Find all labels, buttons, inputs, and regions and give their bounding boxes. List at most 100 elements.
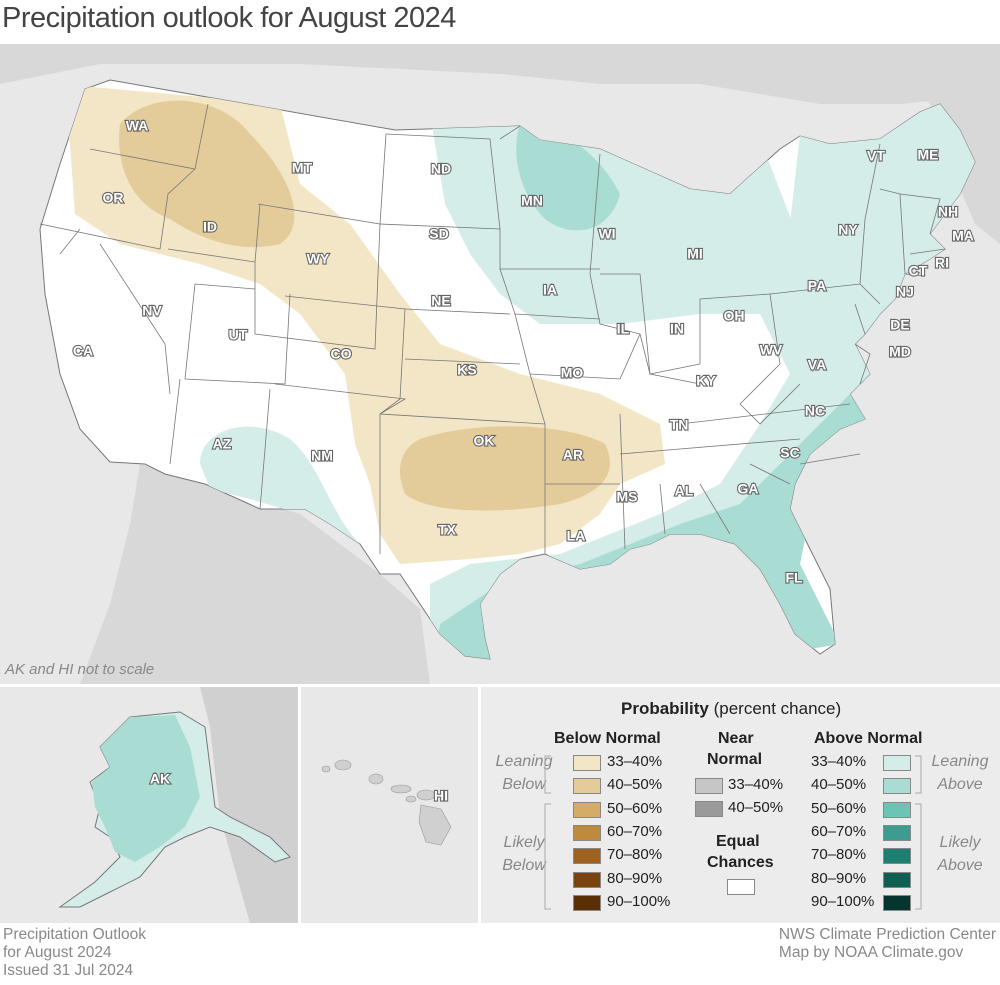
- near-swatch-1: [695, 801, 723, 818]
- likely-below-label: Likely Below: [487, 831, 561, 877]
- below-normal-northwest-zone: [119, 100, 295, 248]
- state-label-ks: KS: [457, 362, 476, 378]
- below-swatch-1: [573, 778, 601, 795]
- footer-left: Precipitation Outlook for August 2024 Is…: [3, 926, 146, 980]
- state-label-mi: MI: [687, 246, 703, 262]
- state-label-co: CO: [331, 346, 352, 362]
- hawaii-label: HI: [434, 788, 448, 804]
- above-swatch-5: [883, 871, 911, 888]
- hawaii-inset-svg: HI: [321, 759, 452, 846]
- state-label-nm: NM: [311, 448, 333, 464]
- below-label-2: 50–60%: [607, 799, 663, 817]
- leaning-below-line1: Leaning: [495, 753, 553, 770]
- above-label-6: 90–100%: [811, 892, 875, 910]
- state-label-ca: CA: [73, 343, 93, 359]
- legend-title: Probability (percent chance): [621, 699, 841, 719]
- below-label-4: 70–80%: [607, 846, 663, 864]
- conus-map-svg: WA OR CA NV ID MT WY UT CO AZ NM ND SD NE KS OK TX MN IA MO…: [0, 44, 1000, 684]
- state-label-vt: VT: [867, 148, 885, 164]
- near-normal-header: Near: [718, 730, 754, 748]
- state-label-nj: NJ: [896, 284, 914, 300]
- state-label-ri: RI: [935, 255, 949, 271]
- state-label-wy: WY: [307, 251, 330, 267]
- state-label-wa: WA: [126, 118, 149, 134]
- near-swatch-0: [695, 778, 723, 794]
- state-label-sc: SC: [780, 445, 799, 461]
- below-label-1: 40–50%: [607, 776, 663, 794]
- below-swatch-5: [573, 871, 601, 888]
- above-swatch-6: [883, 894, 911, 911]
- below-label-0: 33–40%: [607, 753, 663, 770]
- above-swatch-0: [883, 755, 911, 771]
- above-swatch-1: [883, 778, 911, 795]
- canada-land: [200, 687, 298, 923]
- state-label-mo: MO: [561, 365, 584, 381]
- above-label-3: 60–70%: [811, 822, 867, 840]
- leaning-above-line2: Above: [937, 776, 983, 793]
- state-label-az: AZ: [213, 436, 232, 452]
- mexico-land: [80, 464, 430, 684]
- state-label-ny: NY: [838, 222, 858, 238]
- below-label-5: 80–90%: [607, 869, 663, 887]
- below-swatch-0: [573, 755, 601, 771]
- equal-chances-line1: Equal: [716, 833, 760, 850]
- state-label-sd: SD: [429, 226, 448, 242]
- footer-right: NWS Climate Prediction Center Map by NOA…: [779, 926, 996, 962]
- state-label-id: ID: [203, 219, 217, 235]
- leaning-below-line2: Below: [502, 776, 546, 793]
- leaning-above-label: Leaning Above: [923, 750, 997, 796]
- above-swatch-2: [883, 801, 911, 818]
- near-label-1: 40–50%: [728, 799, 784, 817]
- below-normal-header: Below Normal: [554, 730, 661, 747]
- below-label-3: 60–70%: [607, 822, 663, 840]
- page-title: Precipitation outlook for August 2024: [2, 2, 456, 34]
- state-label-tn: TN: [670, 417, 689, 433]
- footer-left-line2: for August 2024: [3, 944, 112, 961]
- near-label-0: 33–40%: [728, 776, 784, 793]
- hawaii-inset: HI: [301, 687, 478, 923]
- state-label-ct: CT: [909, 263, 928, 279]
- state-label-md: MD: [889, 344, 911, 360]
- state-label-oh: OH: [724, 308, 745, 324]
- likely-below-line2: Below: [502, 857, 546, 874]
- legend-brackets: [544, 755, 922, 910]
- state-label-ky: KY: [696, 373, 716, 389]
- below-swatch-6: [573, 894, 601, 911]
- likely-above-line2: Above: [937, 857, 983, 874]
- above-label-2: 50–60%: [811, 799, 867, 817]
- above-normal-midwest-zone: [430, 114, 900, 659]
- state-label-me: ME: [918, 147, 939, 163]
- hawaii-islands: [321, 759, 452, 846]
- footer-left-line3: Issued 31 Jul 2024: [3, 962, 134, 979]
- above-normal-southwest-zone: [200, 426, 360, 544]
- state-label-wi: WI: [598, 226, 615, 242]
- legend-title-bold: Probability: [621, 699, 709, 718]
- state-label-va: VA: [808, 357, 826, 373]
- near-normal-header-line1: Near: [718, 730, 754, 747]
- near-normal-header-line2: Normal: [707, 751, 763, 768]
- above-label-0: 33–40%: [811, 753, 867, 770]
- leaning-below-label: Leaning Below: [487, 750, 561, 796]
- state-label-ma: MA: [952, 228, 974, 244]
- state-label-la: LA: [567, 528, 586, 544]
- state-boundaries: [39, 103, 946, 554]
- below-label-6: 90–100%: [607, 892, 671, 910]
- above-label-4: 70–80%: [811, 846, 867, 864]
- state-label-in: IN: [670, 321, 684, 337]
- state-label-mt: MT: [292, 160, 313, 176]
- equal-chances-line2: Chances: [707, 854, 774, 871]
- conus-map: WA OR CA NV ID MT WY UT CO AZ NM ND SD NE KS OK TX MN IA MO…: [0, 44, 1000, 684]
- state-label-pa: PA: [808, 278, 826, 294]
- legend-title-rest: (percent chance): [713, 699, 842, 718]
- legend-panel: Probability (percent chance) Below Norma…: [481, 687, 1000, 923]
- alaska-inset: AK: [0, 687, 298, 923]
- state-label-or: OR: [103, 190, 124, 206]
- footer-left-line1: Precipitation Outlook: [3, 926, 147, 943]
- above-label-5: 80–90%: [811, 869, 867, 887]
- state-label-nh: NH: [938, 204, 958, 220]
- state-label-ga: GA: [738, 481, 759, 497]
- state-label-ar: AR: [563, 447, 583, 463]
- state-label-il: IL: [617, 321, 630, 337]
- leaning-above-line1: Leaning: [931, 753, 989, 770]
- equal-chances-swatch: [727, 879, 755, 895]
